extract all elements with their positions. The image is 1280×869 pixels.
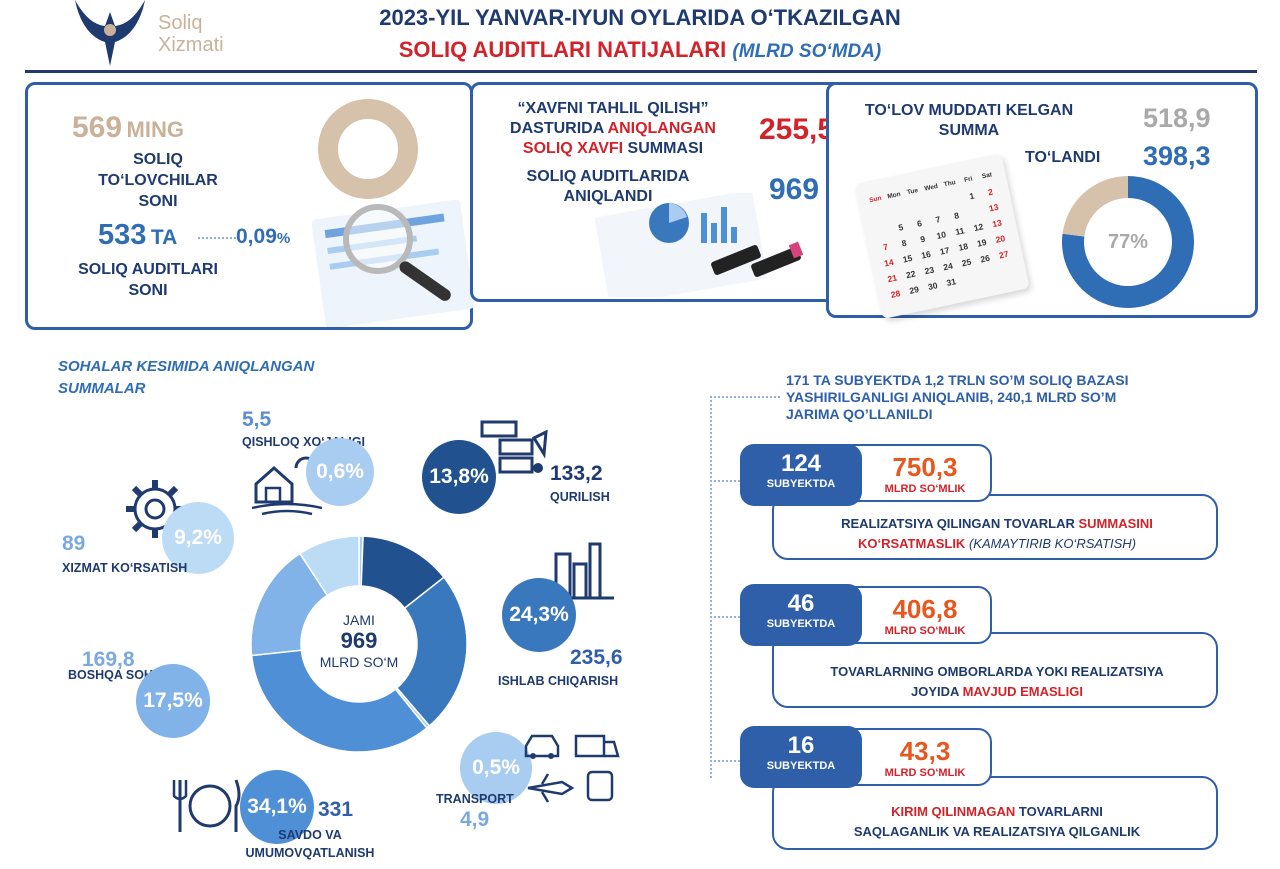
services-percent-bubble: 9,2% <box>162 502 234 574</box>
sectors-heading: SOHALAR KESIMIDA ANIQLANGAN SUMMALAR <box>58 358 315 397</box>
transport-vehicles-icon <box>524 734 620 803</box>
donut-center-text: JAMI 969 MLRD SO‘M <box>319 612 399 670</box>
connector-tick-1 <box>710 480 740 482</box>
trade-value: 331 <box>318 798 354 821</box>
page-title-line2: SOLIQ AUDITLARI NATIJALARI (MLRD SO‘MDA) <box>330 37 950 63</box>
due-label: TO‘LOV MUDDATI KELGAN SUMMA <box>864 102 1074 139</box>
calendar-day <box>870 217 889 221</box>
manufacturing-label: ISHLAB CHIQARISH <box>498 674 619 688</box>
finding-3-box: KIRIM QILINMAGAN TOVARLARNI SAQLAGANLIK … <box>772 776 1218 850</box>
calendar-day <box>980 275 999 279</box>
finding-2-subjects: 46 SUBYEKTDA <box>740 584 862 646</box>
due-value: 518,9 <box>1143 103 1211 133</box>
connector-tick-2 <box>710 616 740 618</box>
farm-icon <box>252 456 322 516</box>
risk-label: “XAVFNI TAHLIL QILISH” DASTURIDA ANIQLAN… <box>510 100 716 157</box>
connector-tick-3 <box>710 760 740 762</box>
unpaid-slice <box>1062 176 1128 237</box>
services-value: 89 <box>62 532 86 555</box>
finding-2-desc: TOVARLARNING OMBORLARDA YOKI REALIZATSIY… <box>830 664 1164 699</box>
transport-value: 4,9 <box>460 808 490 831</box>
construction-percent-bubble: 13,8% <box>422 440 496 514</box>
magnifier-report-illustration <box>311 99 474 327</box>
transport-percent-bubble: 0,5% <box>460 732 532 804</box>
paid-value: 398,3 <box>1143 141 1211 171</box>
risk-panel: “XAVFNI TAHLIL QILISH” DASTURIDA ANIQLAN… <box>470 82 862 302</box>
paid-donut-chart <box>1062 176 1194 308</box>
eagle-logo-icon <box>75 0 145 66</box>
calendar-day <box>998 271 1017 275</box>
calendar-day <box>961 279 980 283</box>
paid-percent-label: 77% <box>1107 231 1149 253</box>
manufacturing-percent-bubble: 24,3% <box>502 578 576 652</box>
taxpayers-label: SOLIQ TO‘LOVCHILAR SONI <box>98 151 218 210</box>
audits-found-value: 969 <box>769 173 820 206</box>
bricks-trowel-icon <box>480 420 548 474</box>
sector-slice-4 <box>250 649 428 753</box>
calendar-day <box>907 209 926 213</box>
calendar-day: 31 <box>945 276 957 288</box>
findings-intro: 171 TA SUBYEKTDA 1,2 TRLN SO’M SOLIQ BAZ… <box>786 372 1129 422</box>
audits-found-label: SOLIQ AUDITLARIDA ANIQLANDI <box>526 168 690 205</box>
logo-text-line1: Soliq <box>158 12 203 34</box>
logo: Soliq Xizmati <box>70 0 260 68</box>
calendar-illustration: Sun Mon Tue Wed Thu Fri Sat 1 2 5 6 7 813 7 8 9 10 11 12 13… <box>854 152 1030 320</box>
taxpayers-panel: 569 MING SOLIQ TO‘LOVCHILAR SONI 533 TA … <box>25 82 474 330</box>
paid-slice <box>1062 176 1194 308</box>
sector-slice-6 <box>298 535 360 597</box>
header-divider <box>25 70 1257 73</box>
page-title-unit: (MLRD SO‘MDA) <box>732 41 882 62</box>
construction-value: 133,2 <box>550 462 603 485</box>
audits-percent: 0,09% <box>236 225 291 248</box>
finding-1-subjects: 124 SUBYEKTDA <box>740 444 862 506</box>
manufacturing-value: 235,6 <box>570 646 623 669</box>
payments-panel: TO‘LOV MUDDATI KELGAN SUMMA 518,9 TO‘LAN… <box>826 82 1258 320</box>
construction-label: QURILISH <box>550 490 610 504</box>
calendar-day <box>889 213 908 217</box>
other-value: 169,8 <box>82 648 135 671</box>
trade-percent-bubble: 34,1% <box>240 770 314 844</box>
plate-cutlery-icon <box>172 779 241 832</box>
trade-label: SAVDO VA UMUMOVQATLANISH <box>245 828 375 860</box>
risk-value: 255,5 <box>759 113 835 146</box>
calendar-day <box>874 232 893 236</box>
findings-connector-line <box>710 396 712 778</box>
calendar-day <box>966 213 985 217</box>
finding-1-desc: REALIZATSIYA QILINGAN TOVARLAR SUMMASINI… <box>841 516 1153 551</box>
connector-tick-top <box>710 396 780 398</box>
agriculture-value: 5,5 <box>242 408 272 431</box>
finding-3-subjects: 16 SUBYEKTDA <box>740 726 862 788</box>
calendar-day <box>926 205 945 209</box>
audits-count: 533 TA <box>98 219 178 251</box>
agriculture-percent-bubble: 0,6% <box>306 438 374 506</box>
page-title-line1: 2023-YIL YANVAR-IYUN OYLARIDA O‘TKAZILGA… <box>379 5 901 30</box>
paid-label: TO‘LANDI <box>1025 149 1101 166</box>
audits-dotted-line <box>198 237 236 239</box>
report-markers-illustration <box>594 193 804 297</box>
calendar-day <box>945 201 964 205</box>
transport-label: TRANSPORT <box>436 792 514 806</box>
page-title-red: SOLIQ AUDITLARI NATIJALARI <box>398 37 727 62</box>
services-label: XIZMAT KO‘RSATISH <box>62 561 188 575</box>
logo-text-line2: Xizmati <box>158 34 224 56</box>
audits-label: SOLIQ AUDITLARI SONI <box>78 261 218 299</box>
sectors-donut-chart <box>250 535 468 753</box>
taxpayers-count: 569 MING <box>72 111 184 144</box>
finding-3-desc: KIRIM QILINMAGAN TOVARLARNI SAQLAGANLIK … <box>853 804 1141 839</box>
calendar-grid: Sun Mon Tue Wed Thu Fri Sat 1 2 5 6 7 813 7 8 9 10 11 12 13… <box>865 166 1019 303</box>
other-percent-bubble: 17,5% <box>136 664 210 738</box>
sector-slice-2 <box>395 576 468 727</box>
